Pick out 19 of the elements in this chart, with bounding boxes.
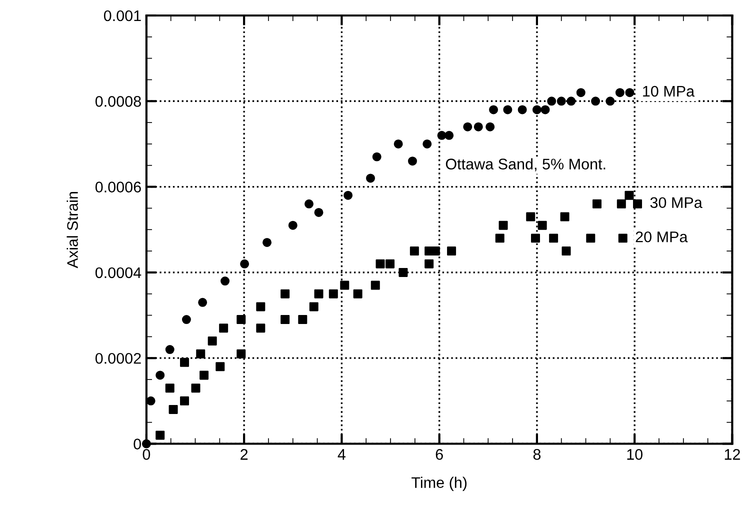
y-axis-title: Axial Strain bbox=[66, 192, 78, 268]
y-tick-label: 0.0008 bbox=[95, 96, 141, 107]
x-tick-label: 12 bbox=[724, 449, 740, 460]
legend-label: 10 MPa bbox=[643, 86, 695, 97]
x-tick-label: 10 bbox=[627, 449, 642, 460]
x-tick-label: 2 bbox=[240, 449, 248, 460]
legend-label: 30 MPa bbox=[650, 197, 702, 208]
y-tick-label: 0.0006 bbox=[95, 182, 141, 192]
x-tick-label: 4 bbox=[338, 449, 346, 460]
x-tick-label: 6 bbox=[436, 449, 443, 460]
x-tick-label: 8 bbox=[533, 449, 541, 460]
y-tick-label: 0 bbox=[134, 438, 141, 450]
y-tick-label: 0.0004 bbox=[95, 267, 142, 278]
annotation: Ottawa Sand, 5% Mont. bbox=[446, 158, 606, 172]
series-label: 20 MPa bbox=[636, 231, 688, 242]
x-tick-label: 0 bbox=[142, 449, 150, 460]
y-tick-label: 0.001 bbox=[104, 10, 141, 22]
y-tick-label: 0.0002 bbox=[95, 352, 141, 364]
x-axis-title: Time (h) bbox=[412, 476, 467, 491]
